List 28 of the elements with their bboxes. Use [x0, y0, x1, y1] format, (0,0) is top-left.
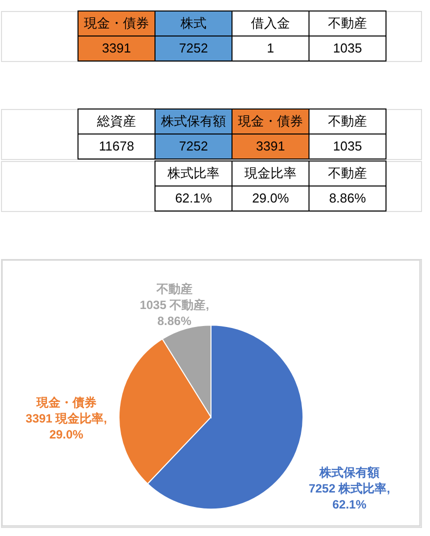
data-label: 3391 現金比率, 29.0%	[26, 411, 108, 442]
category-label: 総資産	[96, 114, 136, 128]
category-label: 不動産	[328, 166, 367, 180]
category-label: 不動産	[328, 114, 367, 128]
data-label: 62.1%	[175, 190, 212, 206]
slice-label: 現金・債券	[35, 395, 98, 410]
category-label: 株式保有額	[160, 114, 226, 128]
category-label: 株式	[180, 16, 206, 30]
category-label: 現金・債券	[84, 16, 149, 30]
data-label: 7252 株式比率, 62.1%	[308, 481, 390, 512]
data-label: 8.86%	[329, 190, 366, 206]
data-label: 1035	[333, 138, 362, 154]
category-label: 現金比率	[244, 166, 296, 180]
data-label: 7252	[179, 40, 208, 56]
category-label: 株式比率	[166, 166, 220, 180]
category-label: 現金・債券	[238, 114, 303, 128]
data-label: 1	[266, 40, 274, 56]
slice-label: 株式保有額	[318, 465, 380, 480]
data-label: 7252	[179, 138, 208, 154]
data-label: 29.0%	[252, 190, 290, 206]
category-label: 不動産	[328, 16, 367, 30]
data-label: 3391	[256, 138, 285, 154]
data-label: 3391	[102, 40, 131, 56]
data-label: 1035	[333, 40, 362, 56]
slice-label: 不動産	[155, 282, 192, 296]
data-label: 11678	[98, 138, 134, 154]
category-label: 借入金	[251, 16, 290, 30]
data-label: 1035 不動産, 8.86%	[140, 298, 210, 328]
